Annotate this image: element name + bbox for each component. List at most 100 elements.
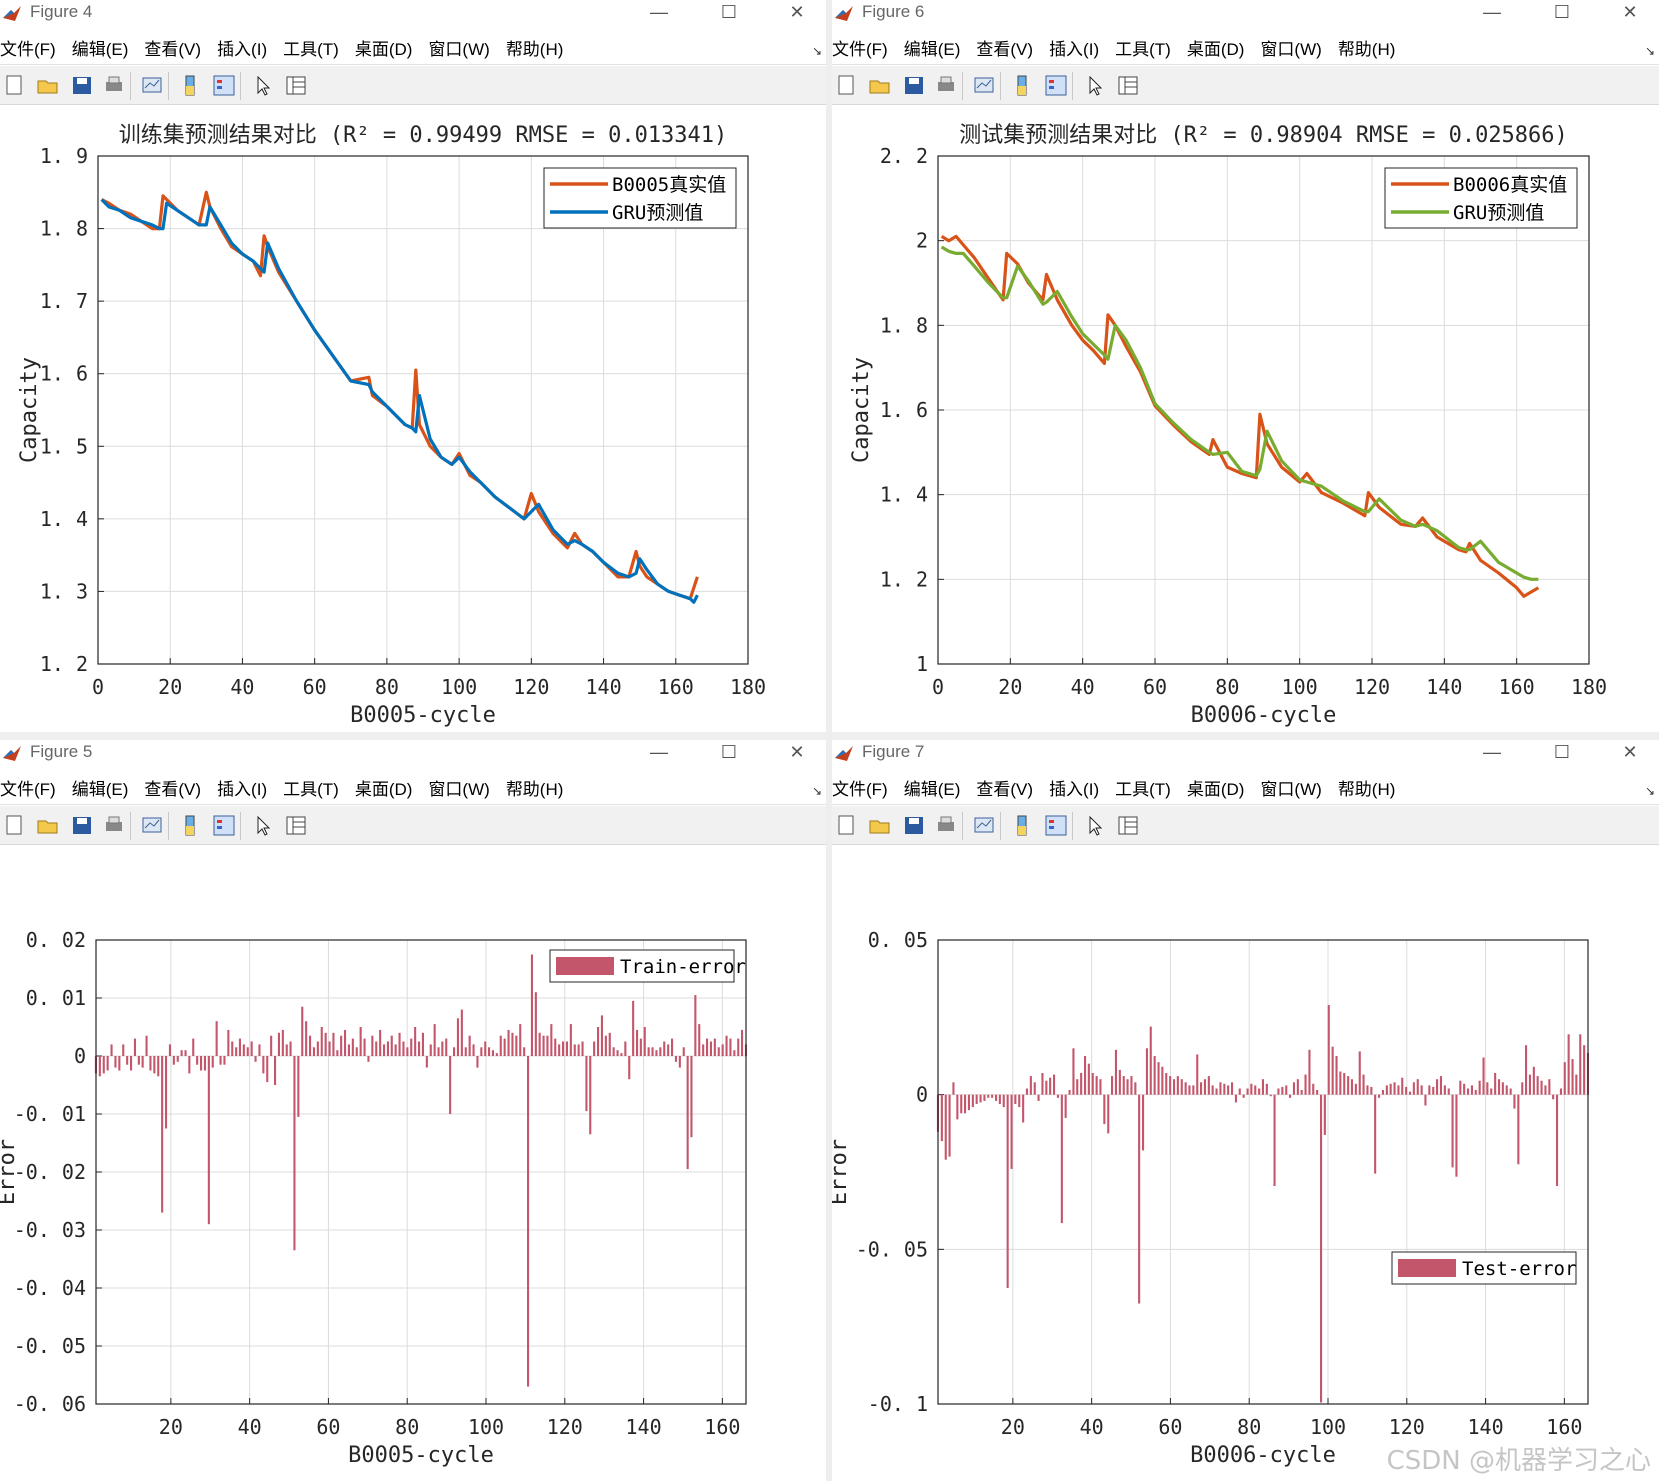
new-file-icon[interactable] (834, 74, 858, 96)
minimize-icon[interactable]: — (650, 2, 668, 22)
y-tick-label: 1. 6 (880, 398, 928, 422)
link-plot-icon[interactable] (972, 74, 996, 96)
horizontal-divider[interactable] (0, 732, 1659, 740)
menu-file[interactable]: 文件(F) (832, 40, 888, 59)
open-folder-icon[interactable] (868, 74, 892, 96)
minimize-icon[interactable]: — (1483, 2, 1501, 22)
vertical-divider[interactable] (826, 0, 832, 1481)
new-file-icon[interactable] (834, 814, 858, 836)
close-icon[interactable]: ✕ (1622, 2, 1638, 22)
close-icon[interactable]: ✕ (789, 2, 805, 22)
error-bar (1045, 1080, 1048, 1095)
property-inspector-icon[interactable] (1116, 74, 1140, 96)
menu-tools[interactable]: 工具(T) (1115, 40, 1171, 59)
error-bar (277, 1032, 280, 1056)
print-icon[interactable] (934, 74, 958, 96)
save-icon[interactable] (902, 74, 926, 96)
pointer-icon[interactable] (250, 74, 274, 96)
dock-arrow-icon[interactable]: ↘ (1644, 44, 1655, 58)
menu-help[interactable]: 帮助(H) (505, 780, 564, 799)
print-icon[interactable] (934, 814, 958, 836)
menu-edit[interactable]: 编辑(E) (71, 40, 129, 59)
error-bar (503, 1038, 506, 1056)
legend-icon[interactable] (1044, 74, 1068, 96)
menu-file[interactable]: 文件(F) (0, 40, 56, 59)
window-title: Figure 6 (862, 2, 925, 21)
error-bar (398, 1032, 401, 1056)
new-file-icon[interactable] (2, 74, 26, 96)
error-bar (667, 1044, 670, 1056)
error-bar (1006, 1094, 1009, 1288)
menu-insert[interactable]: 插入(I) (1049, 780, 1100, 799)
colorbar-icon[interactable] (178, 814, 202, 836)
menu-help[interactable]: 帮助(H) (1337, 40, 1396, 59)
property-inspector-icon[interactable] (1116, 814, 1140, 836)
menu-desktop[interactable]: 桌面(D) (354, 40, 413, 59)
link-plot-icon[interactable] (140, 74, 164, 96)
menu-view[interactable]: 查看(V) (144, 780, 202, 799)
colorbar-icon[interactable] (178, 74, 202, 96)
save-icon[interactable] (902, 814, 926, 836)
maximize-icon[interactable]: ☐ (720, 742, 738, 762)
link-plot-icon[interactable] (972, 814, 996, 836)
dock-arrow-icon[interactable]: ↘ (811, 44, 822, 58)
menu-desktop[interactable]: 桌面(D) (1186, 40, 1245, 59)
legend-icon[interactable] (212, 814, 236, 836)
legend-icon[interactable] (1044, 814, 1068, 836)
menu-window[interactable]: 窗口(W) (428, 40, 490, 59)
colorbar-icon[interactable] (1010, 814, 1034, 836)
menu-tools[interactable]: 工具(T) (1115, 780, 1171, 799)
dock-arrow-icon[interactable]: ↘ (1644, 784, 1655, 798)
menu-window[interactable]: 窗口(W) (1260, 40, 1322, 59)
new-file-icon[interactable] (2, 814, 26, 836)
open-folder-icon[interactable] (36, 74, 60, 96)
toolbar-separator (1000, 72, 1001, 100)
error-bar (1223, 1083, 1226, 1095)
close-icon[interactable]: ✕ (1622, 742, 1638, 762)
menu-tools[interactable]: 工具(T) (283, 780, 339, 799)
pointer-icon[interactable] (1082, 814, 1106, 836)
property-inspector-icon[interactable] (284, 814, 308, 836)
menu-help[interactable]: 帮助(H) (1337, 780, 1396, 799)
menu-insert[interactable]: 插入(I) (1049, 40, 1100, 59)
error-bar (114, 1056, 117, 1068)
menu-file[interactable]: 文件(F) (832, 780, 888, 799)
menu-edit[interactable]: 编辑(E) (903, 40, 961, 59)
maximize-icon[interactable]: ☐ (1553, 2, 1571, 22)
minimize-icon[interactable]: — (650, 742, 668, 762)
menu-tools[interactable]: 工具(T) (283, 40, 339, 59)
menu-help[interactable]: 帮助(H) (505, 40, 564, 59)
menu-edit[interactable]: 编辑(E) (903, 780, 961, 799)
property-inspector-icon[interactable] (284, 74, 308, 96)
menu-insert[interactable]: 插入(I) (217, 40, 268, 59)
menu-edit[interactable]: 编辑(E) (71, 780, 129, 799)
close-icon[interactable]: ✕ (789, 742, 805, 762)
link-plot-icon[interactable] (140, 814, 164, 836)
menu-view[interactable]: 查看(V) (976, 40, 1034, 59)
dock-arrow-icon[interactable]: ↘ (811, 784, 822, 798)
axes-border (937, 939, 1589, 1405)
colorbar-icon[interactable] (1010, 74, 1034, 96)
error-bar (655, 1050, 658, 1056)
x-tick-label: 40 (1080, 1415, 1104, 1439)
open-folder-icon[interactable] (868, 814, 892, 836)
open-folder-icon[interactable] (36, 814, 60, 836)
menu-file[interactable]: 文件(F) (0, 780, 56, 799)
menu-insert[interactable]: 插入(I) (217, 780, 268, 799)
legend-icon[interactable] (212, 74, 236, 96)
maximize-icon[interactable]: ☐ (1553, 742, 1571, 762)
save-icon[interactable] (70, 74, 94, 96)
print-icon[interactable] (102, 814, 126, 836)
pointer-icon[interactable] (250, 814, 274, 836)
print-icon[interactable] (102, 74, 126, 96)
minimize-icon[interactable]: — (1483, 742, 1501, 762)
menu-view[interactable]: 查看(V) (144, 40, 202, 59)
pointer-icon[interactable] (1082, 74, 1106, 96)
maximize-icon[interactable]: ☐ (720, 2, 738, 22)
menu-desktop[interactable]: 桌面(D) (1186, 780, 1245, 799)
menu-view[interactable]: 查看(V) (976, 780, 1034, 799)
menu-desktop[interactable]: 桌面(D) (354, 780, 413, 799)
save-icon[interactable] (70, 814, 94, 836)
menu-window[interactable]: 窗口(W) (428, 780, 490, 799)
menu-window[interactable]: 窗口(W) (1260, 780, 1322, 799)
